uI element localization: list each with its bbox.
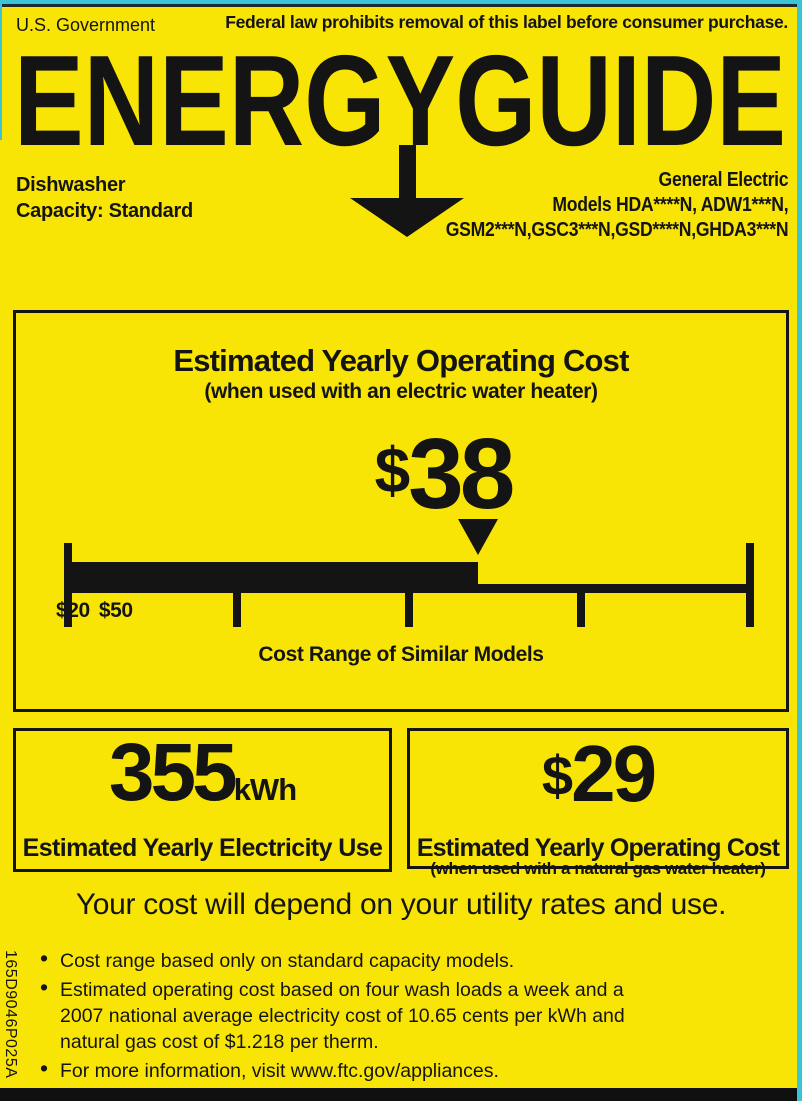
gas-cost-value: $29	[410, 734, 786, 834]
cost-marker-icon	[458, 519, 498, 555]
utility-rates-statement: Your cost will depend on your utility ra…	[75, 888, 727, 921]
scale-min-label: $20	[56, 599, 90, 622]
bullet-icon: •	[40, 974, 49, 1000]
operating-cost-title: Estimated Yearly Operating Cost	[173, 343, 629, 378]
estimated-cost-value: $38	[58, 417, 802, 532]
footnote-item: • Cost range based only on standard capa…	[38, 945, 638, 974]
footnote-text: Cost range based only on standard capaci…	[60, 950, 515, 972]
bullet-icon: •	[40, 945, 49, 971]
scale-tick-2	[405, 593, 413, 627]
models-line-2: GSM2***N,GSC3***N,GSD****N,GHDA3***N	[445, 219, 788, 241]
top-edge-line	[0, 4, 802, 7]
top-edge-strip	[0, 0, 802, 4]
bullet-icon: •	[40, 1055, 49, 1081]
footnote-text: Estimated operating cost based on four w…	[60, 979, 625, 1053]
left-edge-strip	[0, 0, 2, 140]
cost-dollar-sign: $	[374, 434, 411, 506]
electricity-value: 355kWh	[16, 732, 389, 830]
kwh-unit: kWh	[233, 772, 297, 807]
gas-amount: 29	[571, 729, 657, 818]
cost-amount: 38	[408, 418, 515, 530]
kwh-number: 355	[108, 727, 238, 818]
operating-cost-subtitle: (when used with an electric water heater…	[204, 380, 598, 403]
energyguide-title-text: ENERGYGUIDE	[14, 46, 786, 158]
footnotes: • Cost range based only on standard capa…	[38, 945, 638, 1087]
operating-cost-box: Estimated Yearly Operating Cost (when us…	[13, 310, 789, 712]
manufacturer-info: General Electric Models HDA****N, ADW1**…	[445, 168, 788, 243]
electricity-label: Estimated Yearly Electricity Use	[22, 834, 383, 862]
federal-notice: Federal law prohibits removal of this la…	[225, 12, 788, 32]
footnote-item: • For more information, visit www.ftc.go…	[38, 1055, 638, 1084]
scale-tick-3	[577, 593, 585, 627]
bottom-bar	[0, 1088, 797, 1101]
us-government-label: U.S. Government	[16, 15, 156, 35]
gas-dollar-sign: $	[541, 744, 573, 807]
scale-tick-1	[233, 593, 241, 627]
models-line-1: Models HDA****N, ADW1***N,	[552, 194, 788, 216]
gas-cost-sublabel: (when used with a natural gas water heat…	[430, 859, 766, 878]
scale-bar-filled	[68, 562, 478, 593]
product-info: Dishwasher Capacity: Standard	[16, 172, 193, 224]
label-part-number: 165D9046P025A	[2, 950, 19, 1079]
cost-range-caption: Cost Range of Similar Models	[258, 643, 544, 666]
product-capacity: Capacity: Standard	[16, 200, 193, 222]
electricity-use-box: 355kWh Estimated Yearly Electricity Use	[13, 728, 392, 872]
energyguide-title: ENERGYGUIDE	[14, 46, 786, 158]
footnote-item: • Estimated operating cost based on four…	[38, 974, 638, 1055]
scale-max-label: $50	[98, 599, 133, 622]
footnote-text: For more information, visit www.ftc.gov/…	[60, 1060, 499, 1082]
right-edge-strip	[797, 0, 802, 1101]
gas-cost-label: Estimated Yearly Operating Cost	[416, 834, 780, 862]
gas-cost-box: $29 Estimated Yearly Operating Cost (whe…	[407, 728, 789, 878]
scale-labels: $20 $50	[56, 599, 142, 623]
product-type: Dishwasher	[16, 174, 126, 196]
brand-name: General Electric	[658, 169, 788, 191]
cost-range-scale	[64, 519, 754, 633]
down-arrow-icon	[350, 145, 464, 237]
